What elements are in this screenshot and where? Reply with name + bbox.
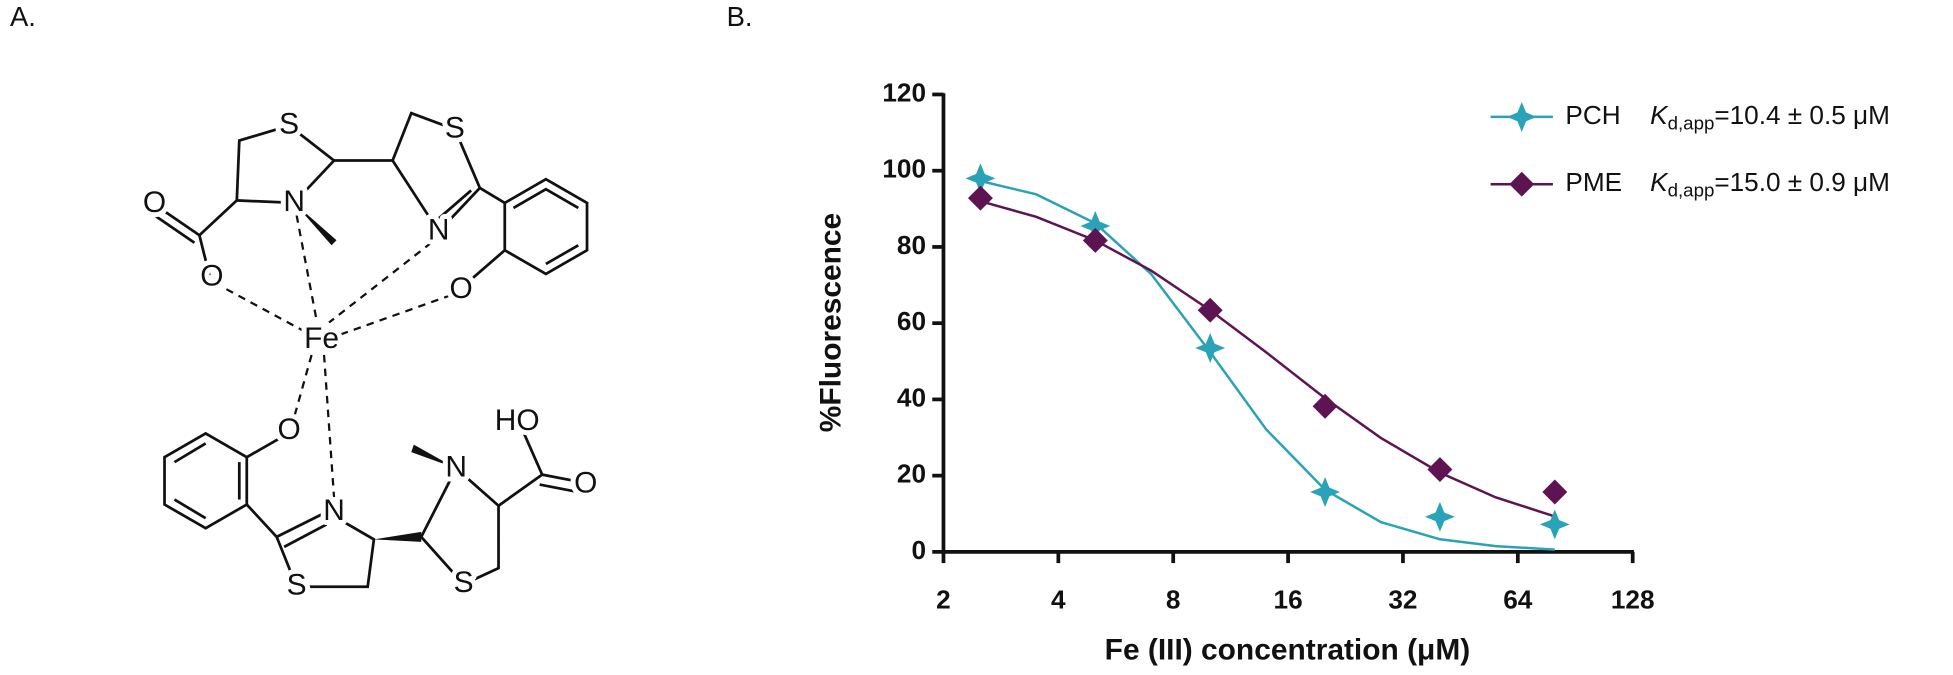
legend-label: PME [1565,167,1622,197]
bond [246,436,283,459]
bond [275,510,376,589]
kd-text: =10.4 ± 0.5 μM [1714,100,1890,130]
atom-label: O [143,186,166,219]
kd-text: =15.0 ± 0.9 μM [1714,167,1890,197]
data-point [1539,509,1570,540]
atom-label: S [445,111,465,144]
bond [545,244,579,266]
bond [541,473,582,484]
atom-label: N [283,185,305,218]
bond [173,498,207,520]
coordination [328,241,432,324]
bond [198,199,238,237]
data-point [1542,479,1568,505]
legend-kd: Kd,app=10.4 ± 0.5 μM [1650,100,1890,134]
atom-label: O [278,413,301,446]
atom-label: Fe [304,322,339,355]
x-axis-title: Fe (III) concentration (μM) [1105,633,1471,666]
coordination [295,215,318,321]
bond [158,206,201,237]
y-tick-label: 60 [897,306,926,336]
y-tick-label: 20 [897,459,926,489]
coordination [213,281,308,334]
kd-symbol: K [1650,167,1669,197]
x-tick-label: 128 [1611,585,1655,615]
atom-label: S [287,569,307,602]
data-point [1312,393,1338,419]
data-point [1424,501,1455,532]
panel-label: A. [10,1,36,32]
bond [198,234,211,276]
atom-label: O [450,272,473,305]
atom-label: O [200,260,223,293]
bond [420,466,500,586]
bond [539,483,579,494]
y-tick-label: 120 [882,77,926,107]
panel-label: B. [727,1,753,32]
atom-label: N [428,213,450,246]
x-tick-label: 64 [1503,585,1533,615]
coordination [338,294,452,337]
fit-curve [980,179,1555,551]
legend-marker [1506,101,1537,132]
benzene [163,431,249,530]
kd-subscript: d,app [1668,180,1715,201]
kd-subscript: d,app [1668,112,1715,133]
data-point [1195,332,1226,363]
bond [432,189,473,224]
y-tick-label: 40 [897,382,926,412]
data-point [967,185,993,211]
y-axis-title: %Fluorescence [814,213,847,432]
atom-label: O [574,466,597,499]
coordination [293,354,313,418]
bond [245,503,278,538]
data-point [1082,227,1108,253]
data-point [1197,297,1223,323]
atom-label: N [323,494,345,527]
x-tick-label: 4 [1051,585,1066,615]
bond [466,249,506,284]
coordination [322,354,336,498]
y-tick-label: 100 [882,154,926,184]
chemical-structure: S S O N N O O Fe O HO O N N S S [138,103,602,607]
bond [522,431,544,476]
bond [283,523,328,549]
fit-curve [980,199,1556,518]
atom-label: S [279,108,299,141]
atom-label: HO [495,404,540,437]
data-point [1080,211,1111,241]
wedge-bond [373,531,422,542]
legend-kd: Kd,app=15.0 ± 0.9 μM [1650,167,1890,201]
data-point [1310,477,1341,507]
bond [153,214,196,244]
bond [512,187,579,210]
x-tick-label: 16 [1274,585,1303,615]
y-tick-label: 80 [897,230,926,260]
legend-marker [1509,171,1535,197]
bond [173,442,207,464]
x-tick-label: 8 [1166,585,1181,615]
x-tick-label: 32 [1388,585,1417,615]
atom-label: S [454,566,474,599]
atom-label: N [445,450,467,483]
benzene [503,177,589,276]
wedge-bond [294,202,337,246]
bond [479,186,506,205]
y-tick-label: 0 [911,535,926,565]
kd-symbol: K [1650,100,1669,130]
bond [497,473,543,507]
bond [391,111,482,234]
legend-label: PCH [1565,100,1620,130]
data-point [965,163,996,194]
wedge-bond [411,444,457,469]
x-tick-label: 2 [936,585,951,615]
bond [235,124,337,205]
data-point [1427,457,1453,482]
